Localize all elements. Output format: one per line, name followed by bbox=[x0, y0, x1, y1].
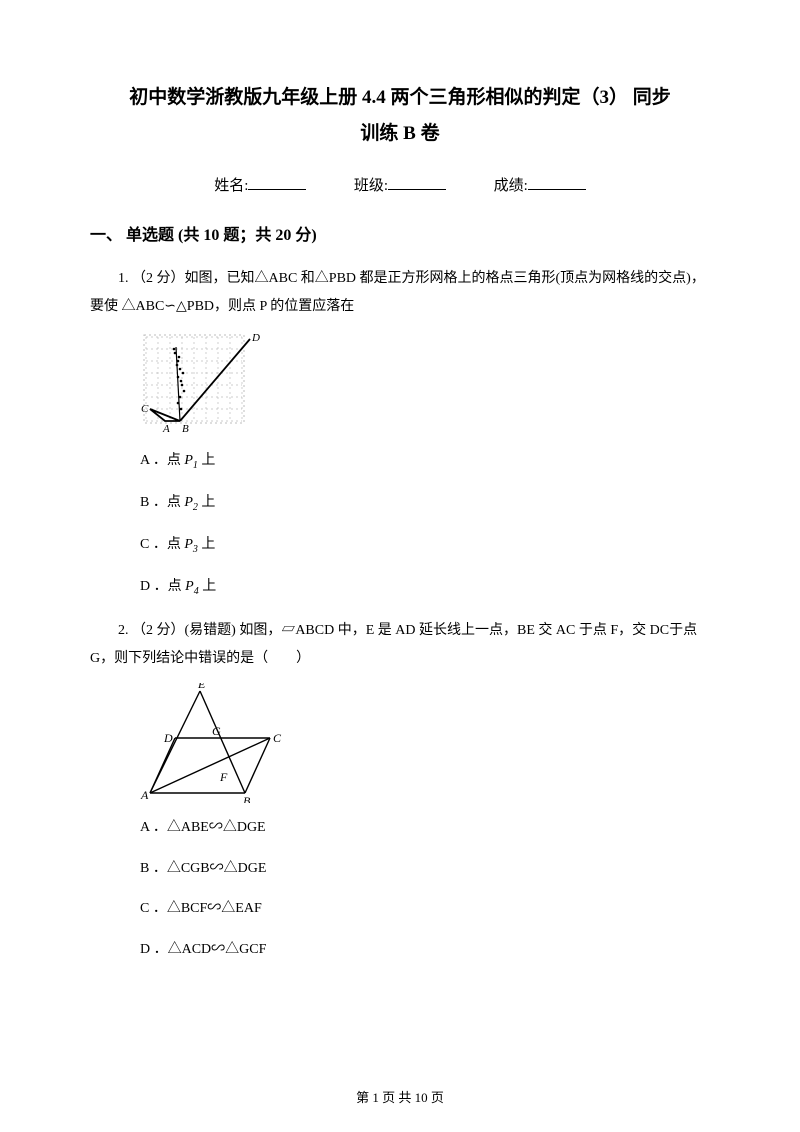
q1-b-post: 上 bbox=[198, 495, 216, 510]
q2-option-c[interactable]: C ．△BCF∽△EAF bbox=[140, 898, 710, 920]
svg-text:C: C bbox=[141, 403, 149, 415]
p-var: P bbox=[184, 495, 193, 510]
p-var: P bbox=[184, 453, 193, 468]
title-line-1: 初中数学浙教版九年级上册 4.4 两个三角形相似的判定（3） 同步 bbox=[90, 80, 710, 116]
svg-text:F: F bbox=[219, 770, 228, 784]
question-1-text: 1. （2 分）如图，已知△ABC 和△PBD 都是正方形网格上的格点三角形(顶… bbox=[90, 265, 710, 321]
q1-option-d[interactable]: D ．点 P4 上 bbox=[140, 576, 710, 600]
q1-a-pre: A ．点 bbox=[140, 453, 184, 468]
section-header: 一、 单选题 (共 10 题；共 20 分) bbox=[90, 221, 710, 245]
document-title: 初中数学浙教版九年级上册 4.4 两个三角形相似的判定（3） 同步 训练 B 卷 bbox=[90, 80, 710, 152]
q2-option-a[interactable]: A ．△ABE∽△DGE bbox=[140, 817, 710, 839]
q1-b-pre: B ．点 bbox=[140, 495, 184, 510]
q2-option-b[interactable]: B ．△CGB∽△DGE bbox=[140, 858, 710, 880]
question-2-text: 2. （2 分）(易错题) 如图，▱ABCD 中，E 是 AD 延长线上一点，B… bbox=[90, 617, 710, 673]
q1-c-pre: C ．点 bbox=[140, 537, 184, 552]
score-blank[interactable] bbox=[528, 176, 586, 190]
p-var: P bbox=[184, 537, 193, 552]
q1-option-a[interactable]: A ．点 P1 上 bbox=[140, 450, 710, 474]
name-label: 姓名: bbox=[214, 178, 248, 194]
question-1-options: A ．点 P1 上 B ．点 P2 上 C ．点 P3 上 D ．点 P4 上 bbox=[140, 450, 710, 599]
q1-a-post: 上 bbox=[198, 453, 216, 468]
q1-c-post: 上 bbox=[198, 537, 216, 552]
q1-option-c[interactable]: C ．点 P3 上 bbox=[140, 534, 710, 558]
svg-text:B: B bbox=[182, 423, 189, 435]
q2-option-d[interactable]: D ．△ACD∽△GCF bbox=[140, 939, 710, 961]
svg-text:B: B bbox=[243, 794, 251, 803]
title-line-2: 训练 B 卷 bbox=[90, 116, 710, 152]
question-1-figure: AB C D bbox=[140, 331, 710, 436]
svg-text:D: D bbox=[251, 332, 260, 344]
student-info-line: 姓名: 班级: 成绩: bbox=[90, 174, 710, 195]
class-label: 班级: bbox=[354, 178, 388, 194]
q1-d-pre: D ．点 bbox=[140, 579, 185, 594]
svg-text:A: A bbox=[162, 423, 170, 435]
svg-text:C: C bbox=[273, 731, 282, 745]
svg-text:A: A bbox=[140, 788, 149, 802]
class-blank[interactable] bbox=[388, 176, 446, 190]
question-2-figure: A B C D E F G bbox=[140, 683, 710, 803]
page-footer: 第 1 页 共 10 页 bbox=[0, 1087, 800, 1106]
q1-d-post: 上 bbox=[199, 579, 217, 594]
svg-text:G: G bbox=[212, 724, 221, 738]
svg-text:E: E bbox=[197, 683, 206, 691]
p-var: P bbox=[185, 579, 194, 594]
question-2-options: A ．△ABE∽△DGE B ．△CGB∽△DGE C ．△BCF∽△EAF D… bbox=[140, 817, 710, 961]
svg-text:D: D bbox=[163, 731, 173, 745]
score-label: 成绩: bbox=[494, 178, 528, 194]
q1-option-b[interactable]: B ．点 P2 上 bbox=[140, 492, 710, 516]
name-blank[interactable] bbox=[248, 176, 306, 190]
